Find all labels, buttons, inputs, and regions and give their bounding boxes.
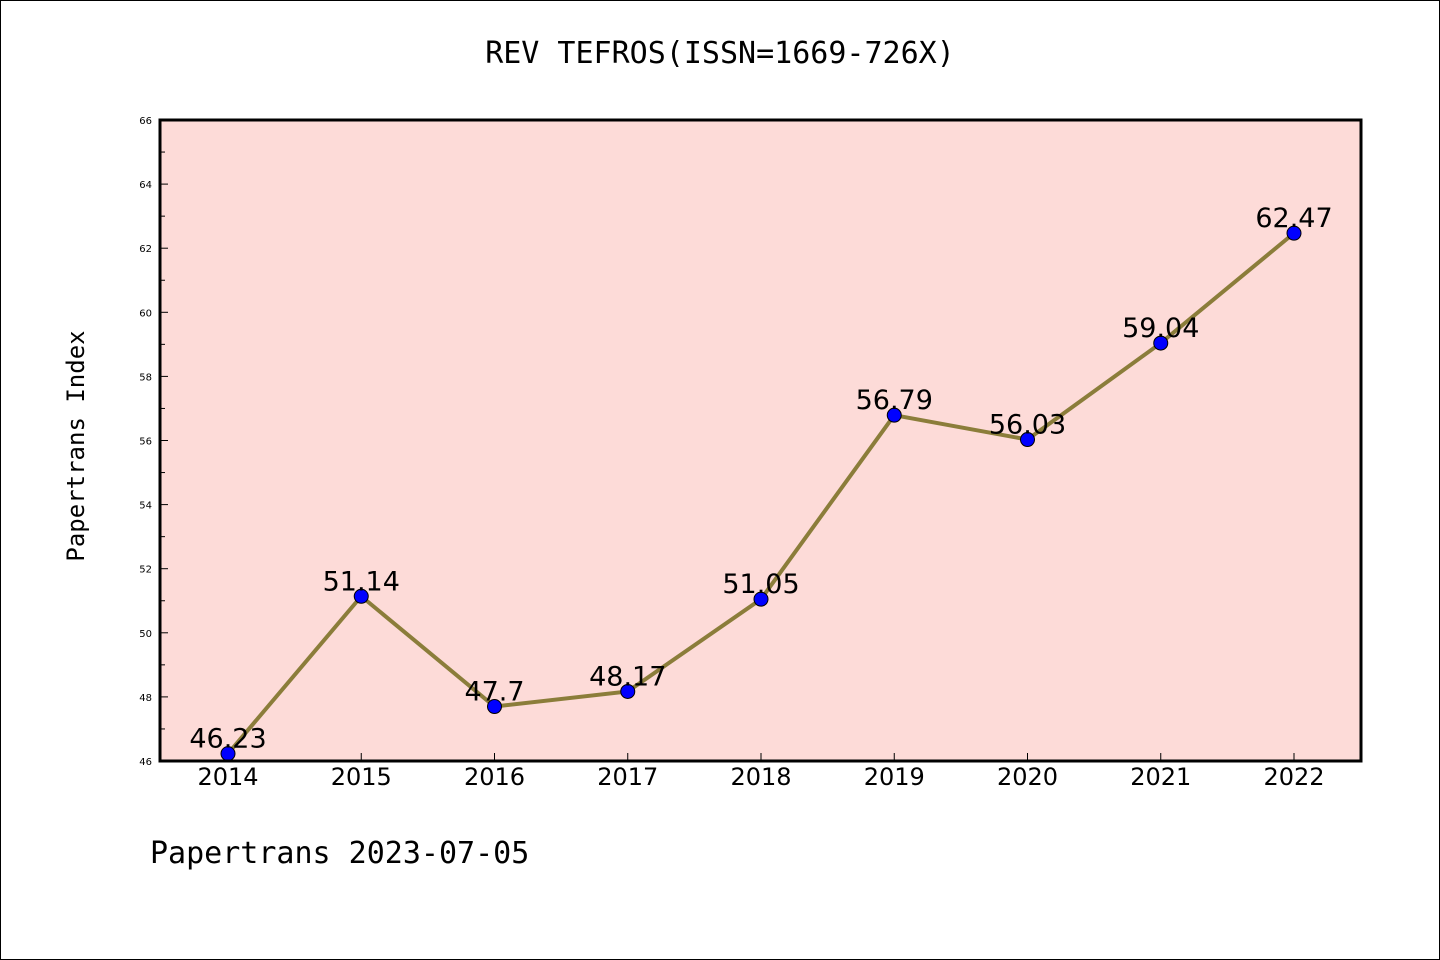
- y-tick-label: 58: [139, 372, 152, 383]
- x-tick-label: 2021: [1130, 763, 1191, 791]
- y-tick-label: 56: [139, 437, 152, 448]
- data-label: 51.05: [722, 569, 799, 600]
- data-label: 62.47: [1255, 203, 1332, 234]
- data-label: 56.03: [989, 410, 1066, 441]
- y-tick-label: 62: [139, 244, 152, 255]
- x-tick-label: 2019: [864, 763, 925, 791]
- data-point: [753, 591, 769, 607]
- y-tick-label: 46: [139, 757, 152, 768]
- data-point: [353, 588, 369, 604]
- footer-credit: Papertrans 2023-07-05: [150, 836, 530, 871]
- y-tick-label: 52: [139, 565, 152, 576]
- data-label: 46.23: [189, 724, 266, 755]
- data-label: 47.7: [464, 677, 524, 708]
- data-label: 59.04: [1122, 313, 1199, 344]
- x-tick-label: 2017: [597, 763, 658, 791]
- data-point: [886, 407, 902, 423]
- chart-title: REV TEFROS(ISSN=1669-726X): [485, 36, 955, 71]
- x-tick-label: 2022: [1263, 763, 1324, 791]
- x-tick-label: 2018: [730, 763, 791, 791]
- data-label: 56.79: [856, 385, 933, 416]
- y-tick-label: 54: [139, 501, 152, 512]
- y-tick-label: 60: [139, 308, 152, 319]
- plot-area: [160, 120, 1361, 761]
- y-tick-label: 66: [139, 116, 152, 127]
- data-label: 48.17: [589, 661, 666, 692]
- x-tick-label: 2014: [197, 763, 258, 791]
- x-tick-label: 2020: [997, 763, 1058, 791]
- data-point: [1286, 225, 1302, 241]
- x-tick-label: 2016: [464, 763, 525, 791]
- y-tick-label: 50: [139, 629, 152, 640]
- data-label: 51.14: [323, 566, 400, 597]
- data-point: [1020, 432, 1035, 448]
- y-tick-label: 48: [139, 693, 152, 704]
- data-point: [620, 683, 636, 699]
- data-point: [1153, 335, 1169, 351]
- data-point: [487, 699, 502, 715]
- x-tick-label: 2015: [331, 763, 392, 791]
- y-tick-label: 64: [139, 180, 152, 191]
- plot-border: [158, 118, 1363, 763]
